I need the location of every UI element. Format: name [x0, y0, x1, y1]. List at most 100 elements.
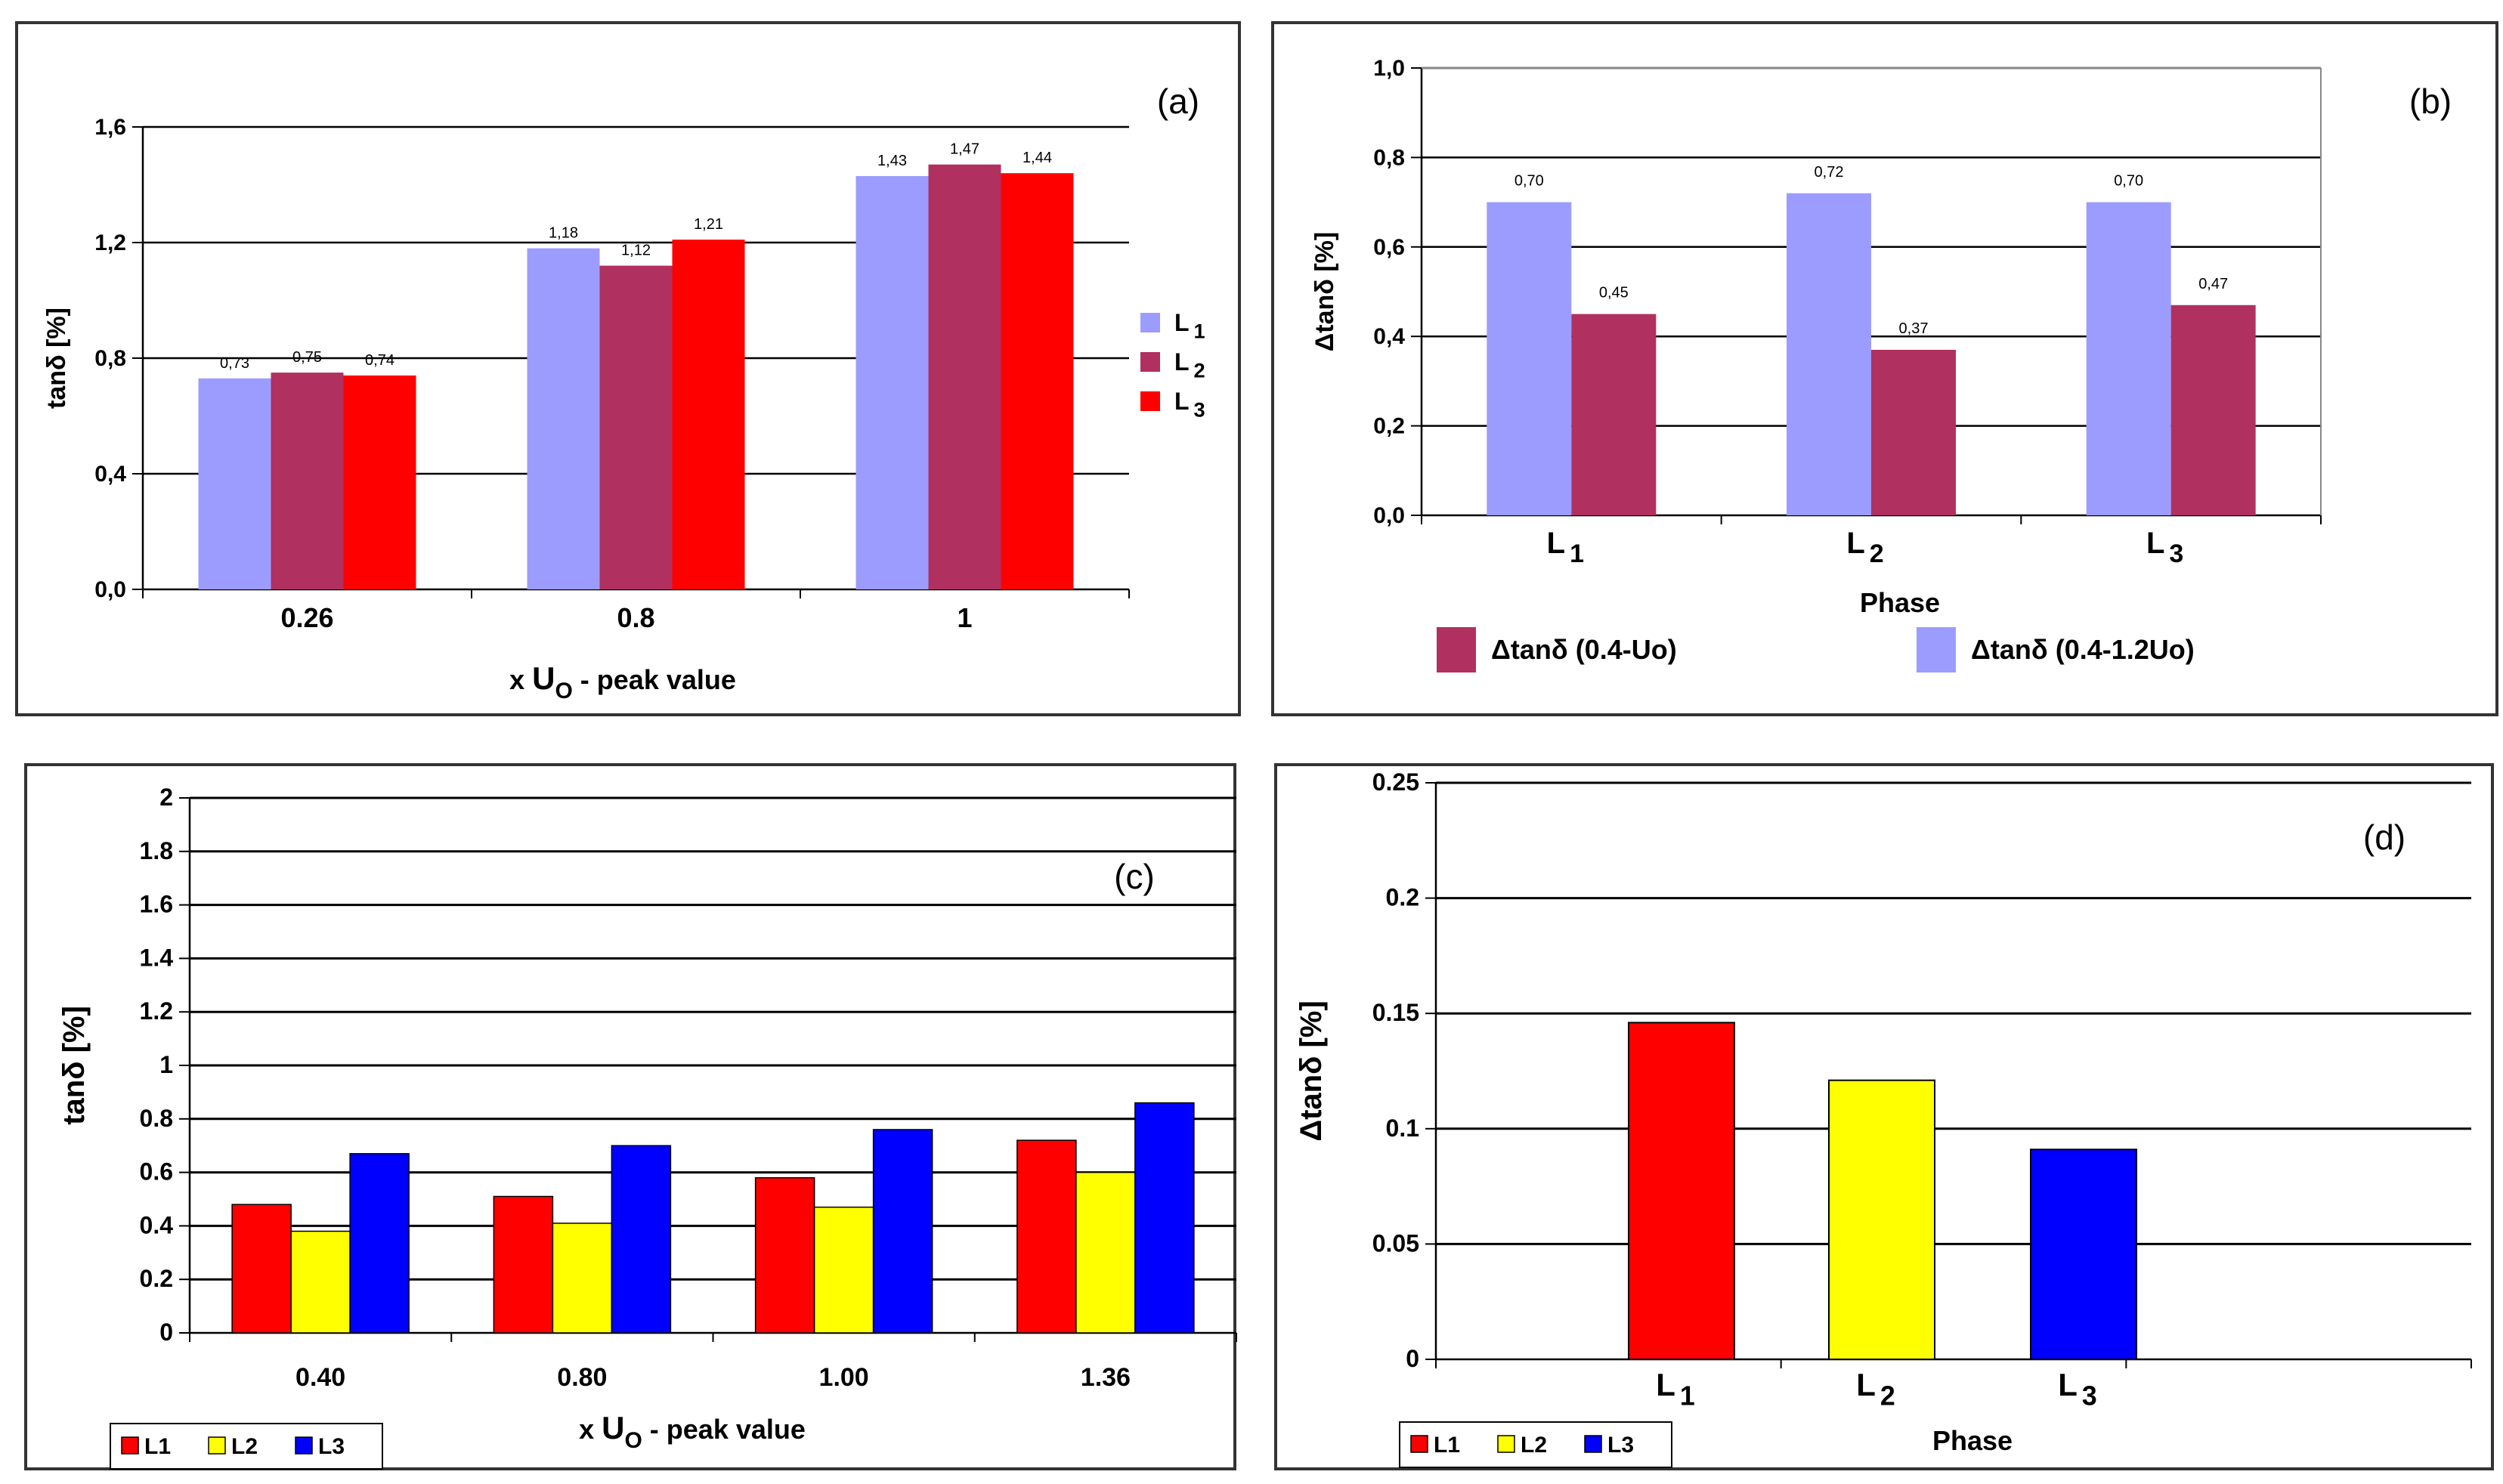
- x-tick-label: 0.8: [617, 602, 654, 633]
- x-tick-label: 1: [957, 602, 972, 633]
- legend-swatch: [1497, 1435, 1515, 1453]
- bar: [493, 1195, 554, 1334]
- x-axis-title: Phase: [1860, 587, 1940, 618]
- data-label: 0,75: [292, 349, 322, 366]
- legend-swatch: [1917, 627, 1956, 672]
- data-label: 1,12: [621, 243, 651, 259]
- y-tick-label: 0,2: [1373, 414, 1405, 439]
- x-tick-label: 0.26: [280, 602, 333, 633]
- y-tick-label: 1,0: [1373, 56, 1405, 81]
- y-tick-label: 0: [1406, 1345, 1419, 1372]
- data-label: 0,74: [365, 352, 394, 369]
- y-axis-title: tanδ [%]: [42, 308, 71, 409]
- panel-label: (a): [1157, 82, 1199, 121]
- legend-box: [1399, 1421, 1672, 1468]
- chart-a-svg: 0,0 0,4 0,8 1,2 1,6 0,73 0,75 0,74 0.26 1,18 1,12 1…: [42, 82, 1205, 703]
- y-tick-label: 0,4: [94, 462, 126, 487]
- y-tick-label: 1.2: [140, 997, 173, 1025]
- bar: [1487, 202, 1572, 515]
- panel-label: (d): [2363, 818, 2406, 857]
- legend-swatch: [295, 1436, 313, 1455]
- chart-c-svg: 0 0.2 0.4 0.6 0.8 1 1.2 1.4 1.6 1.8 2 0.40 0.80 1.00 1…: [57, 784, 1237, 1470]
- x-tick-label: 1.00: [819, 1363, 869, 1392]
- data-label: 0,72: [1815, 164, 1844, 181]
- bar: [2030, 1149, 2137, 1360]
- y-tick-label: 0,4: [1373, 324, 1405, 349]
- y-tick-label: 0,6: [1373, 235, 1405, 260]
- y-tick-label: 0.2: [1386, 884, 1419, 911]
- bar: [599, 265, 673, 589]
- data-label: 0,70: [2114, 173, 2143, 190]
- data-label: 0,70: [1514, 173, 1544, 190]
- chart-d-svg: 0 0.05 0.1 0.15 0.2 0.25 L 1 L 2 L 3 Δtanδ [%] Phase (…: [1295, 768, 2472, 1468]
- bar: [343, 375, 416, 589]
- bar: [2170, 305, 2256, 515]
- data-label: 0,37: [1899, 320, 1929, 337]
- y-tick-label: 1.6: [140, 891, 173, 918]
- y-tick-label: 0,0: [94, 577, 126, 602]
- legend-label: Δtanδ (0.4-Uo): [1491, 634, 1677, 665]
- bar: [855, 176, 929, 589]
- x-tick-label: 0.40: [295, 1363, 345, 1392]
- legend-swatch: [1410, 1435, 1428, 1453]
- legend-label: Δtanδ (0.4-1.2Uo): [1971, 634, 2195, 665]
- x-axis-title: Phase: [1932, 1425, 2013, 1456]
- legend-label: L2: [1521, 1433, 1547, 1458]
- bar: [1001, 173, 1074, 589]
- x-axis-title: x UO - peak value: [579, 1410, 806, 1453]
- legend-label: L1: [144, 1434, 171, 1459]
- bar: [1628, 1022, 1735, 1360]
- y-tick-label: 1,6: [94, 115, 126, 140]
- y-tick-label: 0.4: [140, 1211, 174, 1238]
- bar: [198, 378, 271, 589]
- bar: [1075, 1171, 1136, 1334]
- bar: [1828, 1079, 1935, 1360]
- bar: [1787, 193, 1871, 515]
- legend-box: [110, 1423, 383, 1470]
- legend-swatch: [1140, 313, 1160, 332]
- y-axis-title: Δtanδ [%]: [1310, 232, 1339, 351]
- legend-label: L1: [1434, 1433, 1460, 1458]
- bar: [754, 1176, 815, 1334]
- legend-label: L3: [1607, 1433, 1634, 1458]
- y-axis-title: tanδ [%]: [57, 1006, 91, 1125]
- y-tick-label: 1: [159, 1051, 173, 1078]
- legend-swatch: [208, 1436, 226, 1455]
- bar: [527, 248, 600, 589]
- bar: [290, 1230, 351, 1334]
- y-tick-label: 1,2: [94, 230, 126, 255]
- data-label: 0,45: [1599, 285, 1629, 301]
- bar: [231, 1204, 292, 1334]
- y-tick-label: 0,8: [1373, 145, 1405, 170]
- y-tick-label: 2: [159, 784, 173, 811]
- legend-swatch: [1437, 627, 1476, 672]
- bar: [1871, 349, 1956, 515]
- chart-b-svg: 0,0 0,2 0,4 0,6 0,8 1,0 0,70 0,45 L 1 0,72 0,37 L 2 0,…: [1310, 56, 2452, 672]
- chart-panel-d: 0 0.05 0.1 0.15 0.2 0.25 L 1 L 2 L 3 Δtanδ [%] Phase (…: [1274, 763, 2494, 1470]
- chart-panel-b: 0,0 0,2 0,4 0,6 0,8 1,0 0,70 0,45 L 1 0,72 0,37 L 2 0,…: [1271, 21, 2498, 716]
- legend-label: L2: [231, 1434, 258, 1459]
- bar: [2086, 202, 2171, 515]
- y-tick-label: 0.1: [1386, 1115, 1419, 1142]
- x-axis-title: x UO - peak value: [509, 660, 736, 703]
- data-label: 1,43: [877, 153, 907, 169]
- bar: [872, 1129, 933, 1334]
- y-tick-label: 0.8: [140, 1105, 173, 1132]
- y-tick-label: 0.05: [1372, 1229, 1419, 1257]
- data-label: 1,21: [694, 216, 723, 233]
- bar: [611, 1145, 672, 1334]
- y-tick-label: 0.6: [140, 1158, 173, 1186]
- chart-panel-a: 0,0 0,4 0,8 1,2 1,6 0,73 0,75 0,74 0.26 1,18 1,12 1…: [15, 21, 1241, 716]
- bar: [1134, 1102, 1195, 1334]
- legend-swatch: [121, 1436, 139, 1455]
- y-tick-label: 0.25: [1372, 768, 1419, 796]
- bar: [1571, 314, 1657, 515]
- y-tick-label: 1.8: [140, 837, 173, 864]
- bar: [271, 373, 344, 589]
